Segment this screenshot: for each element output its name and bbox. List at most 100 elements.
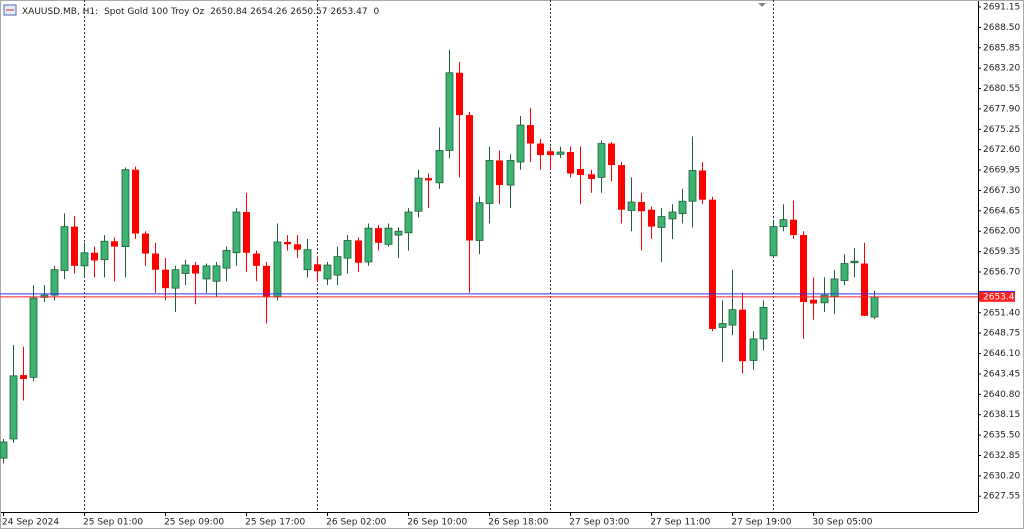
y-tick-label: 2675.25 [983,125,1020,135]
candle-body [50,269,59,296]
y-tick-label: 2656.70 [983,268,1020,278]
x-tick-label: 27 Sep 19:00 [731,518,791,528]
candle-body [739,309,746,362]
candle-body [343,240,352,259]
x-tick-label: 24 Sep 2024 [2,518,59,528]
candle-body [810,299,817,304]
y-tick-label: 2638.15 [983,410,1020,420]
candle-body [0,441,8,459]
shift-marker[interactable] [758,3,766,7]
candle-body [273,241,282,298]
candle-body [284,242,291,245]
candle-body [475,202,484,241]
bid-price-box [979,291,1015,302]
candle-body [142,233,149,254]
x-tick-label: 27 Sep 11:00 [650,518,710,528]
candle-body [588,174,595,179]
x-tick-label: 30 Sep 05:00 [812,518,872,528]
x-tick-label: 27 Sep 03:00 [569,518,629,528]
y-tick-label: 2648.75 [983,329,1020,339]
candle-body [627,201,636,211]
candle-body [759,306,768,340]
candle-body [456,72,463,116]
candle-body [333,256,342,276]
candle-body [537,143,544,156]
candle-body [556,151,565,155]
candle-body [547,151,554,156]
y-tick-label: 2664.65 [983,206,1020,216]
y-tick-label: 2685.85 [983,43,1020,53]
candle-body [202,265,211,280]
candle-body [294,244,301,250]
x-tick-label: 26 Sep 18:00 [488,518,548,528]
candle-body [709,199,716,329]
candle-body [699,170,706,200]
header-text: XAUUSD.MB, H1: Spot Gold 100 Troy Oz 265… [22,7,379,17]
candle-body [678,200,687,214]
candle-body [618,165,625,210]
candle-body [485,160,494,204]
x-tick-label: 26 Sep 02:00 [326,518,386,528]
candle-body [466,115,473,241]
header: XAUUSD.MB, H1: Spot Gold 100 Troy Oz 265… [3,4,379,17]
candle-body [638,202,645,212]
candle-body [718,323,727,328]
candle-body [800,235,807,302]
y-tick-label: 2677.90 [983,104,1020,114]
y-tick-label: 2635.50 [983,431,1020,441]
candle-body [425,178,432,181]
candle-body [577,168,584,176]
candle-body [323,264,332,280]
candle-body [100,240,109,261]
candle-body [404,211,413,234]
candle-body [181,264,190,274]
x-tick-label: 25 Sep 09:00 [164,518,224,528]
candle-body [840,263,849,281]
y-tick-label: 2691.15 [983,3,1020,13]
candle-body [212,265,221,282]
candle-body [657,216,666,228]
candle-body [20,375,27,379]
candle-body [506,160,515,186]
y-tick-label: 2669.95 [983,166,1020,176]
candle-body [355,240,362,263]
candle-body [608,143,615,166]
candle-body [222,250,231,269]
y-tick-label: 2632.85 [983,451,1020,461]
candle-body [861,263,868,316]
candle-body [728,309,737,326]
candle-body [253,253,260,266]
candle-body [263,265,270,297]
y-tick-label: 2643.45 [983,369,1020,379]
y-tick-label: 2640.80 [983,390,1020,400]
symbol: XAUUSD.MB, H1: [22,7,98,17]
candle-body [152,253,159,270]
candle-body [668,211,677,220]
y-tick-label: 2688.50 [983,23,1020,33]
candle-body [414,177,423,212]
last-open: 2650.84 [210,7,247,17]
candle-body [648,209,655,227]
candle-body [779,219,788,228]
x-tick-label: 25 Sep 01:00 [83,518,143,528]
candle-body [111,241,118,247]
candle-body [870,296,879,318]
y-tick-label: 2630.20 [983,471,1020,481]
candle-body [29,297,38,378]
candle-body [850,260,859,264]
candle-body [9,375,18,440]
candle-body [243,212,250,253]
description: Spot Gold 100 Troy Oz [104,7,204,17]
candle-body [769,226,778,257]
candle-body [435,150,444,184]
y-tick-label: 2667.30 [983,186,1020,196]
last-high: 2654.26 [250,7,287,17]
y-tick-label: 2627.55 [983,492,1020,502]
candle-body [527,125,534,144]
volume: 0 [373,7,379,17]
last-low: 2650.57 [290,7,327,17]
candle-body [496,160,503,186]
bid-price-label: 2653.47 [983,292,1020,302]
